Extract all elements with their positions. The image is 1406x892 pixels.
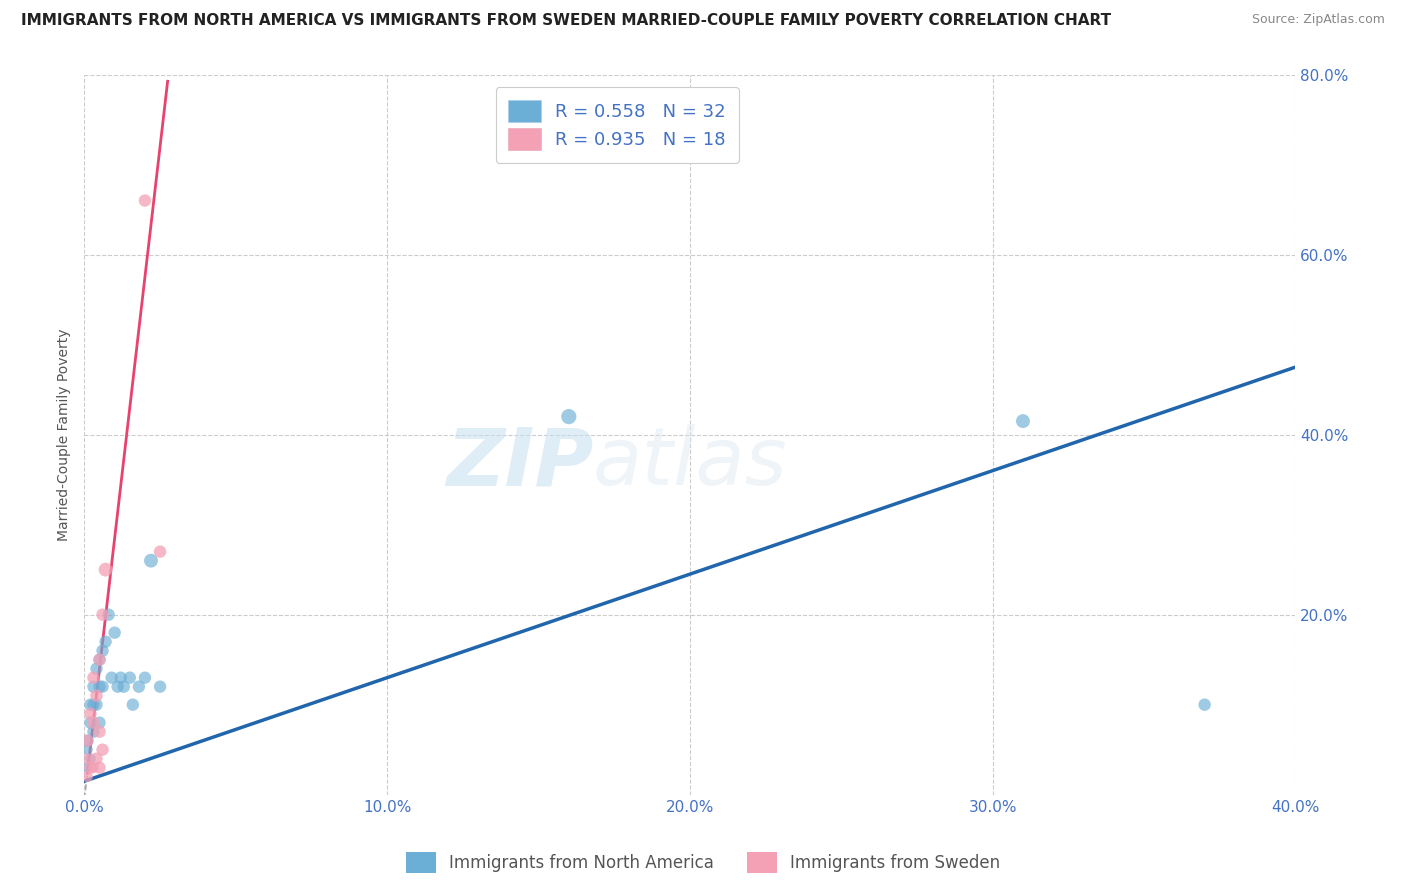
- Point: [89, 680, 111, 694]
- Point: [91, 742, 114, 756]
- Point: [558, 409, 581, 424]
- Point: [86, 689, 108, 703]
- Point: [149, 680, 172, 694]
- Point: [91, 643, 114, 657]
- Point: [118, 671, 141, 685]
- Point: [94, 634, 117, 648]
- Point: [100, 671, 122, 685]
- Point: [89, 715, 111, 730]
- Point: [139, 554, 162, 568]
- Point: [82, 724, 104, 739]
- Point: [134, 194, 156, 208]
- Point: [79, 752, 101, 766]
- Point: [79, 698, 101, 712]
- Point: [79, 761, 101, 775]
- Point: [86, 752, 108, 766]
- Point: [128, 680, 150, 694]
- Point: [79, 715, 101, 730]
- Point: [76, 742, 98, 756]
- Point: [110, 671, 132, 685]
- Point: [76, 733, 98, 747]
- Point: [76, 761, 98, 775]
- Point: [89, 653, 111, 667]
- Point: [82, 680, 104, 694]
- Point: [97, 607, 120, 622]
- Point: [89, 761, 111, 775]
- Point: [91, 607, 114, 622]
- Point: [1012, 414, 1035, 428]
- Point: [91, 680, 114, 694]
- Text: IMMIGRANTS FROM NORTH AMERICA VS IMMIGRANTS FROM SWEDEN MARRIED-COUPLE FAMILY PO: IMMIGRANTS FROM NORTH AMERICA VS IMMIGRA…: [21, 13, 1111, 29]
- Point: [82, 698, 104, 712]
- Point: [76, 752, 98, 766]
- Legend: Immigrants from North America, Immigrants from Sweden: Immigrants from North America, Immigrant…: [399, 846, 1007, 880]
- Point: [104, 625, 127, 640]
- Point: [107, 680, 129, 694]
- Point: [76, 733, 98, 747]
- Point: [134, 671, 156, 685]
- Point: [112, 680, 135, 694]
- Point: [89, 724, 111, 739]
- Point: [86, 698, 108, 712]
- Text: ZIP: ZIP: [446, 425, 593, 502]
- Point: [94, 563, 117, 577]
- Point: [86, 662, 108, 676]
- Point: [1194, 698, 1216, 712]
- Point: [121, 698, 143, 712]
- Legend: R = 0.558   N = 32, R = 0.935   N = 18: R = 0.558 N = 32, R = 0.935 N = 18: [496, 87, 738, 163]
- Y-axis label: Married-Couple Family Poverty: Married-Couple Family Poverty: [58, 328, 72, 541]
- Point: [82, 761, 104, 775]
- Point: [79, 706, 101, 721]
- Point: [89, 653, 111, 667]
- Text: atlas: atlas: [593, 425, 787, 502]
- Text: Source: ZipAtlas.com: Source: ZipAtlas.com: [1251, 13, 1385, 27]
- Point: [149, 544, 172, 558]
- Point: [82, 715, 104, 730]
- Point: [82, 671, 104, 685]
- Point: [76, 770, 98, 784]
